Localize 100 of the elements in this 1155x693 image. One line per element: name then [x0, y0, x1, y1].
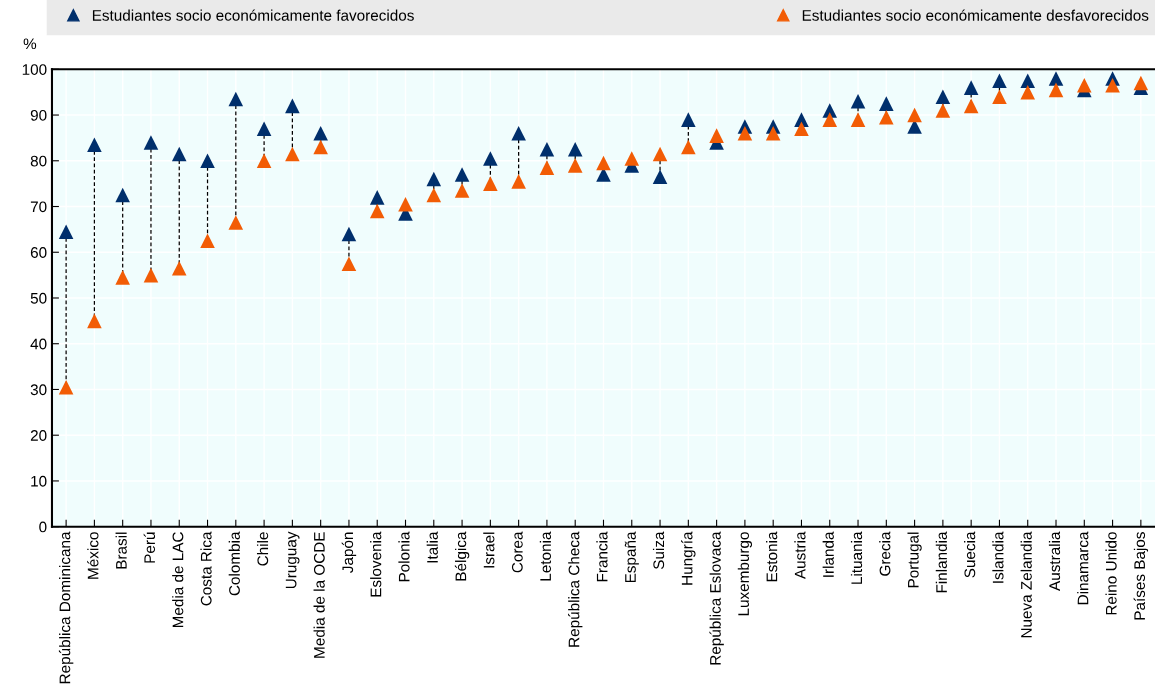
point [624, 151, 640, 166]
point [143, 135, 159, 150]
point [341, 256, 357, 271]
y-tick-label: 80 [30, 155, 47, 167]
x-tick-label: Chile [256, 532, 269, 566]
point [963, 80, 979, 95]
point [1048, 82, 1064, 98]
point [935, 103, 951, 118]
point [200, 233, 215, 249]
x-tick-label: Hungría [681, 531, 696, 585]
point [200, 153, 215, 169]
x-tick-label: Brasil [115, 532, 127, 569]
point [567, 142, 583, 157]
point [313, 126, 328, 141]
point [1020, 84, 1036, 100]
point [1048, 71, 1064, 86]
point [369, 190, 385, 205]
x-tick-label: Portugal [907, 532, 922, 588]
point [709, 128, 724, 143]
legend-label: Estudiantes socio económicamente favorecidos [92, 9, 414, 21]
x-tick-label: Polonia [398, 531, 410, 582]
point [992, 89, 1007, 105]
point [652, 146, 668, 162]
x-tick-label: Francia [596, 531, 608, 582]
point [907, 107, 922, 123]
point [1105, 78, 1120, 93]
x-tick-label: Corea [511, 531, 523, 573]
point [256, 121, 272, 137]
point [511, 126, 526, 141]
x-tick-label: Media de LAC [172, 532, 184, 628]
x-tick-label: República Dominicana [58, 531, 74, 684]
point [285, 146, 300, 162]
point [765, 126, 781, 141]
point [313, 139, 328, 155]
x-tick-label: Costa Rica [200, 531, 212, 606]
point [398, 196, 413, 212]
y-tick-label: 30 [30, 384, 47, 396]
y-tick-label: 60 [30, 247, 47, 258]
point [115, 187, 130, 203]
point [426, 187, 442, 203]
point [596, 155, 611, 171]
x-tick-label: Suiza [652, 531, 665, 570]
y-tick-label: 0 [39, 521, 47, 533]
x-tick-label: Suecia [964, 531, 976, 578]
x-tick-label: Nueva Zelandia [1020, 531, 1032, 638]
point [1020, 73, 1036, 89]
x-tick-label: España [624, 531, 639, 583]
x-tick-label: Italia [426, 531, 438, 563]
x-tick-label: Letonia [539, 531, 552, 581]
x-tick-label: Australia [1048, 531, 1061, 591]
point [794, 121, 809, 137]
point [228, 91, 244, 107]
point [483, 176, 498, 191]
point [511, 174, 526, 189]
point [115, 270, 130, 285]
point [58, 224, 74, 239]
point [850, 112, 866, 127]
point [652, 169, 668, 185]
y-tick-label: 70 [30, 201, 47, 213]
point [567, 158, 583, 173]
point [879, 110, 894, 125]
point [483, 151, 498, 166]
x-tick-label: República Eslovaca [709, 531, 724, 665]
x-tick-label: Israel [483, 532, 495, 568]
x-tick-label: Estonia [766, 531, 778, 582]
y-tick-label: 100 [22, 64, 47, 75]
x-tick-label: Perú [143, 532, 156, 563]
point [879, 96, 894, 111]
y-tick-label: 20 [30, 430, 47, 441]
x-tick-label: Media de la OCDE [313, 532, 325, 658]
x-tick-label: Dinamarca [1077, 531, 1089, 605]
x-tick-label: Uruguay [285, 531, 300, 589]
y-tick-label: 90 [30, 109, 47, 121]
x-tick-label: Grecia [879, 531, 891, 576]
point [963, 98, 979, 114]
point [171, 146, 187, 162]
point [822, 112, 838, 127]
x-tick-label: Austria [794, 531, 806, 580]
point [341, 226, 357, 242]
point [454, 167, 470, 182]
point [992, 73, 1007, 89]
point [539, 142, 555, 157]
point [58, 379, 74, 395]
point [539, 160, 555, 175]
point [1133, 75, 1149, 91]
x-tick-label: Bélgica [454, 531, 470, 581]
point [143, 267, 159, 283]
point [285, 98, 300, 114]
point [1077, 78, 1092, 93]
point [935, 89, 951, 105]
x-tick-label: México [87, 532, 99, 579]
x-tick-label: República Checa [567, 531, 583, 647]
x-tick-label: Colombia [228, 531, 240, 596]
y-tick-label: 40 [30, 338, 47, 350]
x-tick-label: Islandia [992, 531, 1004, 583]
y-tick-label: 10 [31, 475, 47, 487]
y-axis-title: % [23, 38, 37, 50]
x-tick-label: Japón [341, 532, 357, 573]
point [850, 94, 866, 109]
x-tick-label: Irlanda [822, 531, 834, 577]
